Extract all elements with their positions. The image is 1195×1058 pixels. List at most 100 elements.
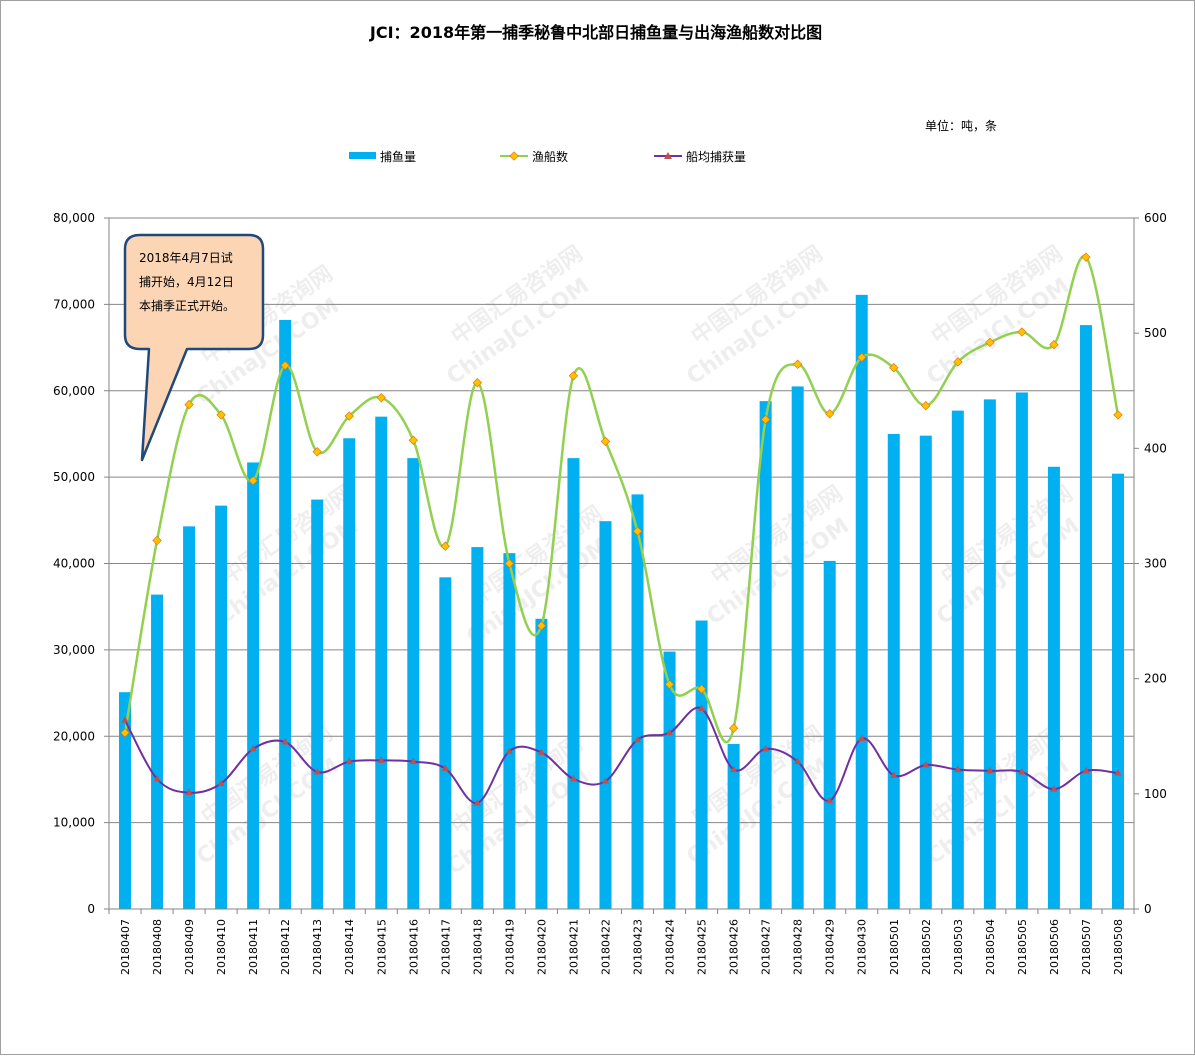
legend-item-catch: 捕鱼量 bbox=[349, 149, 416, 164]
point-per-boat-20180423 bbox=[634, 735, 642, 743]
point-boats-20180416 bbox=[408, 435, 418, 445]
point-per-boat-20180409 bbox=[185, 788, 193, 796]
x-tick-label: 20180411 bbox=[247, 919, 260, 975]
right-tick-label: 400 bbox=[1144, 441, 1167, 455]
x-tick-label: 20180409 bbox=[183, 919, 196, 975]
left-tick-label: 0 bbox=[87, 902, 95, 916]
point-boats-20180506 bbox=[1049, 340, 1059, 350]
bar-20180504 bbox=[983, 399, 996, 909]
point-boats-20180504 bbox=[985, 337, 995, 348]
bar-20180508 bbox=[1111, 473, 1124, 909]
point-boats-20180424 bbox=[664, 679, 675, 690]
x-tick-label: 20180425 bbox=[696, 919, 709, 975]
bar-20180410 bbox=[215, 505, 228, 909]
x-tick-label: 20180505 bbox=[1016, 919, 1029, 975]
point-per-boat-20180417 bbox=[441, 764, 449, 771]
bar-20180418 bbox=[471, 547, 484, 909]
x-tick-label: 20180414 bbox=[343, 919, 356, 975]
left-tick-label: 60,000 bbox=[53, 384, 95, 398]
bar-20180409 bbox=[183, 526, 196, 909]
point-boats-20180407 bbox=[120, 728, 130, 738]
bar-20180506 bbox=[1047, 466, 1060, 909]
point-per-boat-20180418 bbox=[473, 799, 481, 806]
x-axis-ticks: 20180407 20180408 20180409 20180410 20180411… bbox=[108, 909, 1135, 975]
left-tick-label: 50,000 bbox=[53, 470, 95, 484]
x-tick-label: 20180430 bbox=[856, 919, 869, 975]
right-tick-label: 0 bbox=[1144, 902, 1152, 916]
left-tick-label: 80,000 bbox=[53, 211, 95, 225]
point-boats-20180430 bbox=[857, 352, 867, 363]
bar-20180420 bbox=[535, 618, 548, 909]
point-boats-20180413 bbox=[312, 447, 322, 457]
point-boats-20180411 bbox=[248, 475, 258, 486]
point-per-boat-20180425 bbox=[698, 704, 706, 712]
point-per-boat-20180506 bbox=[1050, 785, 1058, 792]
left-tick-label: 10,000 bbox=[53, 816, 95, 830]
point-boats-20180421 bbox=[568, 371, 579, 381]
x-tick-label: 20180423 bbox=[632, 919, 645, 975]
point-boats-20180409 bbox=[184, 399, 194, 410]
point-per-boat-20180419 bbox=[505, 747, 513, 754]
bar-20180423 bbox=[631, 494, 644, 909]
bar-20180426 bbox=[727, 744, 740, 909]
x-tick-label: 20180418 bbox=[471, 919, 484, 975]
point-per-boat-20180408 bbox=[153, 774, 161, 782]
point-boats-20180508 bbox=[1113, 410, 1123, 420]
point-per-boat-20180426 bbox=[730, 765, 738, 773]
bar-20180419 bbox=[503, 553, 516, 909]
point-boats-20180418 bbox=[472, 378, 483, 388]
legend-item-boats: 渔船数 bbox=[500, 149, 568, 164]
bar-20180424 bbox=[663, 651, 676, 909]
bar-20180430 bbox=[855, 294, 868, 909]
bar-20180422 bbox=[599, 521, 612, 909]
point-per-boat-20180504 bbox=[986, 766, 994, 774]
chart-title: JCI：2018年第一捕季秘鲁中北部日捕鱼量与出海渔船数对比图 bbox=[369, 23, 822, 42]
x-tick-label: 20180415 bbox=[375, 919, 388, 975]
bar-20180407 bbox=[119, 692, 132, 909]
bar-20180503 bbox=[951, 410, 964, 909]
point-per-boat-20180420 bbox=[537, 748, 545, 755]
right-tick-label: 300 bbox=[1144, 557, 1167, 571]
x-tick-label: 20180427 bbox=[760, 919, 773, 975]
x-tick-label: 20180416 bbox=[407, 919, 420, 975]
legend-label-boats: 渔船数 bbox=[532, 149, 568, 164]
point-boats-20180505 bbox=[1017, 327, 1027, 337]
point-boats-20180422 bbox=[600, 436, 611, 447]
point-boats-20180410 bbox=[216, 410, 226, 420]
callout-bubble bbox=[123, 233, 265, 462]
bar-20180417 bbox=[439, 577, 452, 909]
x-tick-label: 20180501 bbox=[888, 919, 901, 975]
point-per-boat-20180427 bbox=[762, 744, 770, 752]
x-tick-label: 20180413 bbox=[311, 919, 324, 975]
x-tick-label: 20180507 bbox=[1080, 919, 1093, 975]
line-series-per-boat bbox=[121, 704, 1122, 806]
bar-20180502 bbox=[919, 435, 932, 909]
point-per-boat-20180416 bbox=[409, 757, 417, 765]
point-per-boat-20180503 bbox=[954, 765, 962, 773]
point-boats-20180428 bbox=[793, 359, 803, 369]
point-per-boat-20180507 bbox=[1082, 766, 1090, 774]
x-tick-label: 20180408 bbox=[151, 919, 164, 975]
bar-20180425 bbox=[695, 620, 708, 909]
x-tick-label: 20180506 bbox=[1048, 919, 1061, 975]
legend-marker-boats bbox=[509, 151, 519, 161]
legend-label-per-boat: 船均捕获量 bbox=[686, 149, 746, 164]
point-per-boat-20180502 bbox=[922, 761, 930, 768]
x-tick-label: 20180504 bbox=[984, 919, 997, 975]
point-per-boat-20180430 bbox=[858, 734, 866, 742]
point-per-boat-20180413 bbox=[313, 767, 321, 775]
point-per-boat-20180505 bbox=[1018, 767, 1026, 775]
x-tick-label: 20180410 bbox=[215, 919, 228, 975]
point-per-boat-20180424 bbox=[666, 728, 674, 736]
x-tick-label: 20180424 bbox=[664, 919, 677, 975]
bar-20180501 bbox=[887, 433, 900, 909]
legend-swatch-catch bbox=[349, 152, 376, 159]
point-per-boat-20180421 bbox=[569, 774, 577, 782]
legend-label-catch: 捕鱼量 bbox=[380, 149, 416, 164]
x-tick-label: 20180429 bbox=[824, 919, 837, 975]
point-boats-20180507 bbox=[1081, 252, 1091, 262]
left-tick-label: 20,000 bbox=[53, 729, 95, 743]
